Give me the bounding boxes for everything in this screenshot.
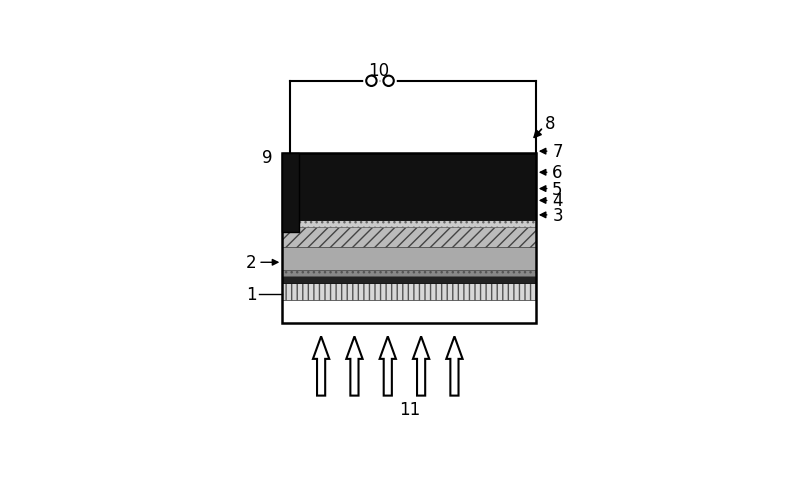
- Bar: [282, 154, 536, 221]
- Text: 6: 6: [552, 164, 562, 182]
- Bar: [282, 276, 536, 284]
- Polygon shape: [380, 336, 396, 396]
- Text: 8: 8: [545, 115, 556, 133]
- Bar: [282, 300, 536, 324]
- Text: 4: 4: [552, 192, 562, 210]
- Text: 2: 2: [246, 254, 256, 272]
- Polygon shape: [446, 336, 462, 396]
- Text: 5: 5: [552, 180, 562, 198]
- Bar: [282, 154, 536, 324]
- Text: 7: 7: [552, 143, 562, 161]
- Bar: [282, 227, 536, 248]
- Text: 1: 1: [246, 286, 256, 304]
- Polygon shape: [346, 336, 362, 396]
- Bar: [282, 271, 536, 276]
- Bar: [282, 284, 536, 300]
- Polygon shape: [313, 336, 330, 396]
- Bar: [282, 248, 536, 271]
- Text: 10: 10: [368, 61, 389, 80]
- Text: 3: 3: [552, 206, 563, 225]
- Polygon shape: [413, 336, 430, 396]
- Bar: [282, 221, 536, 227]
- Text: 9: 9: [262, 148, 273, 167]
- Bar: [282, 154, 299, 233]
- Text: 11: 11: [399, 400, 421, 419]
